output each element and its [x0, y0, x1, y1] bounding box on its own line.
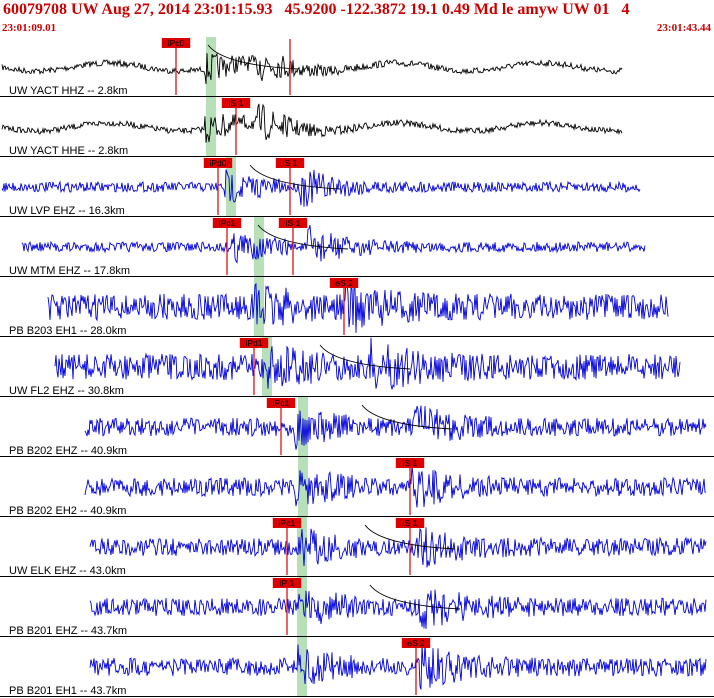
- phase-pick[interactable]: iP 1: [272, 578, 302, 635]
- pick-window: [297, 577, 307, 636]
- pick-label: iPd1: [245, 338, 262, 348]
- phase-pick[interactable]: iPc1: [272, 518, 302, 575]
- seismogram-panel[interactable]: iPc0 UW YACT HHZ -- 2.8km iS 1 UW YACT HHE …: [0, 37, 714, 698]
- waveform[interactable]: [89, 527, 707, 568]
- trace-label: PB B202 EH2 -- 40.9km: [9, 505, 126, 517]
- pick-window: [206, 37, 216, 96]
- phase-pick[interactable]: iPc0: [161, 38, 191, 95]
- trace-label: UW FL2 EHZ -- 30.8km: [9, 385, 124, 397]
- pick-label-box: [239, 338, 269, 348]
- waveform[interactable]: [1, 103, 623, 143]
- trace-row[interactable]: eS 2 PB B201 EH1 -- 43.7km: [0, 637, 714, 697]
- waveform[interactable]: [84, 465, 707, 508]
- theoretical-arrival-curve: [249, 164, 341, 190]
- trace-label: PB B203 EH1 -- 28.0km: [9, 325, 126, 337]
- pick-label-box: [266, 398, 296, 408]
- pick-window: [298, 457, 308, 516]
- trace-label: UW YACT HHZ -- 2.8km: [9, 85, 128, 97]
- waveform[interactable]: [1, 169, 641, 207]
- pick-label-box: [275, 158, 305, 168]
- phase-pick[interactable]: iPc1: [212, 218, 242, 275]
- waveform[interactable]: [54, 337, 681, 390]
- theoretical-arrival-curve: [361, 404, 453, 430]
- phase-pick[interactable]: iPc1: [266, 398, 296, 455]
- pick-label-box: [212, 218, 242, 228]
- trace-label: UW ELK EHZ -- 43.0km: [9, 565, 126, 577]
- pick-window: [206, 97, 216, 156]
- pick-label-box: [329, 278, 359, 288]
- trace-row[interactable]: iS 1 PB B202 EH2 -- 40.9km: [0, 457, 714, 517]
- pick-label-box: [221, 98, 251, 108]
- phase-pick[interactable]: iS 1: [395, 518, 425, 575]
- pick-label-box: [401, 638, 431, 648]
- waveform[interactable]: [89, 643, 707, 690]
- pick-label-box: [278, 218, 308, 228]
- end-time: 23:01:43.44: [656, 22, 711, 34]
- pick-label: eS 2: [335, 278, 353, 288]
- trace-label: UW YACT HHE -- 2.8km: [9, 145, 128, 157]
- trace-row[interactable]: iPc1 iS 1 UW MTM EHZ -- 17.8km: [0, 217, 714, 277]
- waveform[interactable]: [84, 405, 707, 450]
- event-title: 60079708 UW Aug 27, 2014 23:01:15.93 45.…: [3, 1, 630, 18]
- trace-row[interactable]: iPd1 UW FL2 EHZ -- 30.8km: [0, 337, 714, 397]
- pick-label: iS 1: [283, 158, 298, 168]
- trace-row[interactable]: iPc1 iS 1 UW ELK EHZ -- 43.0km: [0, 517, 714, 577]
- trace-row[interactable]: iP 1 PB B201 EHZ -- 43.7km: [0, 577, 714, 637]
- theoretical-arrival-curve: [207, 44, 299, 70]
- pick-label: iPc1: [273, 398, 290, 408]
- phase-pick[interactable]: eS 2: [401, 638, 431, 695]
- waveform[interactable]: [89, 589, 707, 629]
- pick-label: iPc0: [168, 38, 185, 48]
- pick-label: iPc1: [219, 218, 236, 228]
- trace-label: PB B201 EH1 -- 43.7km: [9, 685, 126, 697]
- pick-label-box: [272, 518, 302, 528]
- pick-window: [297, 637, 307, 696]
- trace-label: PB B201 EHZ -- 43.7km: [9, 625, 127, 637]
- pick-window: [254, 277, 264, 336]
- theoretical-arrival-curve: [369, 584, 461, 610]
- event-header: 60079708 UW Aug 27, 2014 23:01:15.93 45.…: [0, 0, 714, 36]
- trace-row[interactable]: iPc1 PB B202 EHZ -- 40.9km: [0, 397, 714, 457]
- phase-pick[interactable]: iPd0: [203, 158, 233, 215]
- trace-label: PB B202 EHZ -- 40.9km: [9, 445, 127, 457]
- phase-pick[interactable]: iPd1: [239, 338, 269, 395]
- phase-pick[interactable]: iS 1: [395, 458, 425, 515]
- pick-label: iS 1: [229, 98, 244, 108]
- pick-label: iS 1: [403, 458, 418, 468]
- phase-pick[interactable]: iS 1: [221, 98, 251, 155]
- pick-label-box: [272, 578, 302, 588]
- pick-window: [262, 337, 272, 396]
- pick-label: iS 1: [403, 518, 418, 528]
- pick-label: iS 1: [286, 218, 301, 228]
- start-time: 23:01:09.01: [2, 22, 57, 34]
- phase-pick[interactable]: eS 2: [329, 278, 359, 335]
- theoretical-arrival-curve: [319, 344, 411, 370]
- waveform[interactable]: [21, 224, 646, 264]
- trace-label: UW MTM EHZ -- 17.8km: [9, 265, 130, 277]
- waveform[interactable]: [47, 279, 669, 333]
- pick-label: iPd0: [209, 158, 226, 168]
- pick-label-box: [161, 38, 191, 48]
- phase-pick[interactable]: iS 1: [275, 158, 305, 215]
- pick-label: iP 1: [280, 578, 295, 588]
- trace-row[interactable]: iPc0 UW YACT HHZ -- 2.8km: [0, 37, 714, 97]
- theoretical-arrival-curve: [257, 224, 349, 250]
- theoretical-arrival-curve: [364, 524, 456, 550]
- trace-row[interactable]: iPd0 iS 1 UW LVP EHZ -- 16.3km: [0, 157, 714, 217]
- phase-pick[interactable]: iS 1: [278, 218, 308, 275]
- trace-row[interactable]: iS 1 UW YACT HHE -- 2.8km: [0, 97, 714, 157]
- pick-label-box: [395, 518, 425, 528]
- waveform[interactable]: [1, 52, 623, 85]
- pick-label: iPc1: [279, 518, 296, 528]
- trace-row[interactable]: eS 2 PB B203 EH1 -- 28.0km: [0, 277, 714, 337]
- pick-label-box: [203, 158, 233, 168]
- pick-label: eS 2: [407, 638, 425, 648]
- trace-label: UW LVP EHZ -- 16.3km: [9, 205, 125, 217]
- pick-window: [297, 517, 307, 576]
- pick-label-box: [395, 458, 425, 468]
